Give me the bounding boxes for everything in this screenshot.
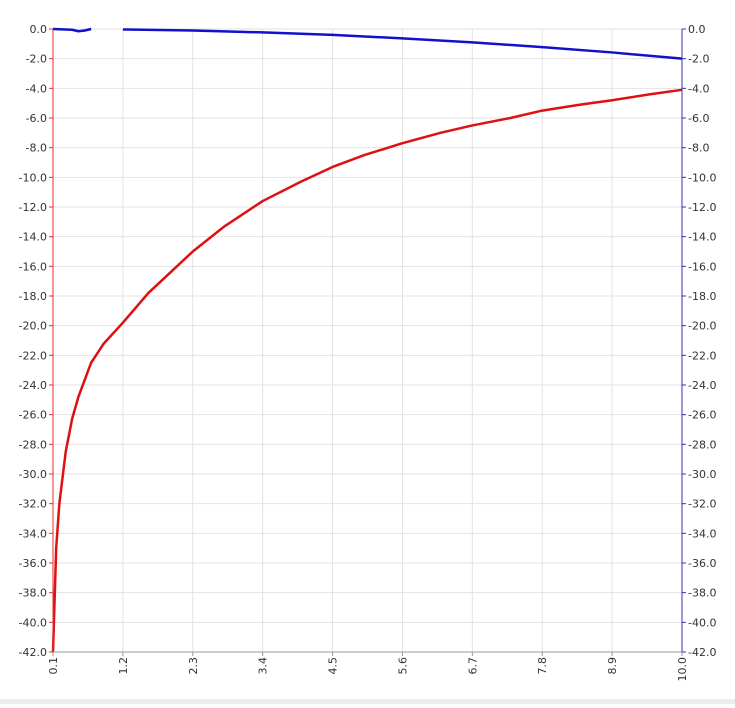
y-tick-label: -2.0 — [26, 53, 47, 66]
y-tick-label: -40.0 — [19, 616, 47, 629]
y2-tick-label: -42.0 — [688, 646, 716, 659]
y-tick-label: -10.0 — [19, 171, 47, 184]
y2-tick-label: -28.0 — [688, 438, 716, 451]
x-tick-label: 4.5 — [327, 657, 340, 675]
y2-tick-label: -32.0 — [688, 498, 716, 511]
y2-tick-label: -38.0 — [688, 587, 716, 600]
y-tick-label: -38.0 — [19, 587, 47, 600]
y-tick-label: -18.0 — [19, 290, 47, 303]
x-tick-label: 5.6 — [396, 657, 409, 675]
y2-tick-label: -26.0 — [688, 409, 716, 422]
y2-tick-label: -30.0 — [688, 468, 716, 481]
y2-tick-label: -16.0 — [688, 260, 716, 273]
series-line — [51, 88, 683, 653]
y-tick-label: -32.0 — [19, 498, 47, 511]
x-tick-label: 10.0 — [676, 657, 689, 682]
x-tick-label: 6.7 — [466, 657, 479, 675]
y-tick-label: -26.0 — [19, 409, 47, 422]
y-tick-label: -30.0 — [19, 468, 47, 481]
y-tick-label: -6.0 — [26, 112, 47, 125]
y2-tick-label: -34.0 — [688, 527, 716, 540]
y2-tick-label: -24.0 — [688, 379, 716, 392]
y2-tick-label: -2.0 — [688, 53, 709, 66]
x-tick-label: 1.2 — [117, 657, 130, 675]
bottom-strip — [0, 699, 735, 704]
y2-tick-label: -22.0 — [688, 349, 716, 362]
y-tick-label: -8.0 — [26, 142, 47, 155]
y2-tick-label: -4.0 — [688, 82, 709, 95]
y-tick-label: -24.0 — [19, 379, 47, 392]
plot-area — [51, 27, 683, 653]
y2-tick-label: -40.0 — [688, 616, 716, 629]
y2-tick-label: -10.0 — [688, 171, 716, 184]
y-tick-label: -16.0 — [19, 260, 47, 273]
y-tick-label: -42.0 — [19, 646, 47, 659]
y-tick-label: -4.0 — [26, 82, 47, 95]
x-tick-label: 3.4 — [257, 657, 270, 675]
y-tick-label: -20.0 — [19, 320, 47, 333]
x-tick-label: 2.3 — [187, 657, 200, 675]
y2-tick-label: -36.0 — [688, 557, 716, 570]
y-tick-label: 0.0 — [30, 23, 48, 36]
axes: 0.0 -2.0 -4.0 -6.0 -8.0 -10.0 -12.0 -14.0 -16.0 -… — [19, 23, 717, 682]
y2-tick-label: -20.0 — [688, 320, 716, 333]
y-tick-label: -12.0 — [19, 201, 47, 214]
y2-tick-label: -14.0 — [688, 231, 716, 244]
y-tick-label: -36.0 — [19, 557, 47, 570]
x-tick-label: 0.1 — [47, 657, 60, 675]
y-tick-label: -22.0 — [19, 349, 47, 362]
y2-tick-label: -18.0 — [688, 290, 716, 303]
y2-tick-label: -6.0 — [688, 112, 709, 125]
y2-tick-label: -12.0 — [688, 201, 716, 214]
y-tick-label: -34.0 — [19, 527, 47, 540]
series-line — [52, 27, 683, 60]
y-tick-label: -28.0 — [19, 438, 47, 451]
x-tick-label: 8.9 — [606, 657, 619, 675]
y2-tick-label: -8.0 — [688, 142, 709, 155]
y-tick-label: -14.0 — [19, 231, 47, 244]
y2-tick-label: 0.0 — [688, 23, 706, 36]
x-tick-label: 7.8 — [536, 657, 549, 675]
